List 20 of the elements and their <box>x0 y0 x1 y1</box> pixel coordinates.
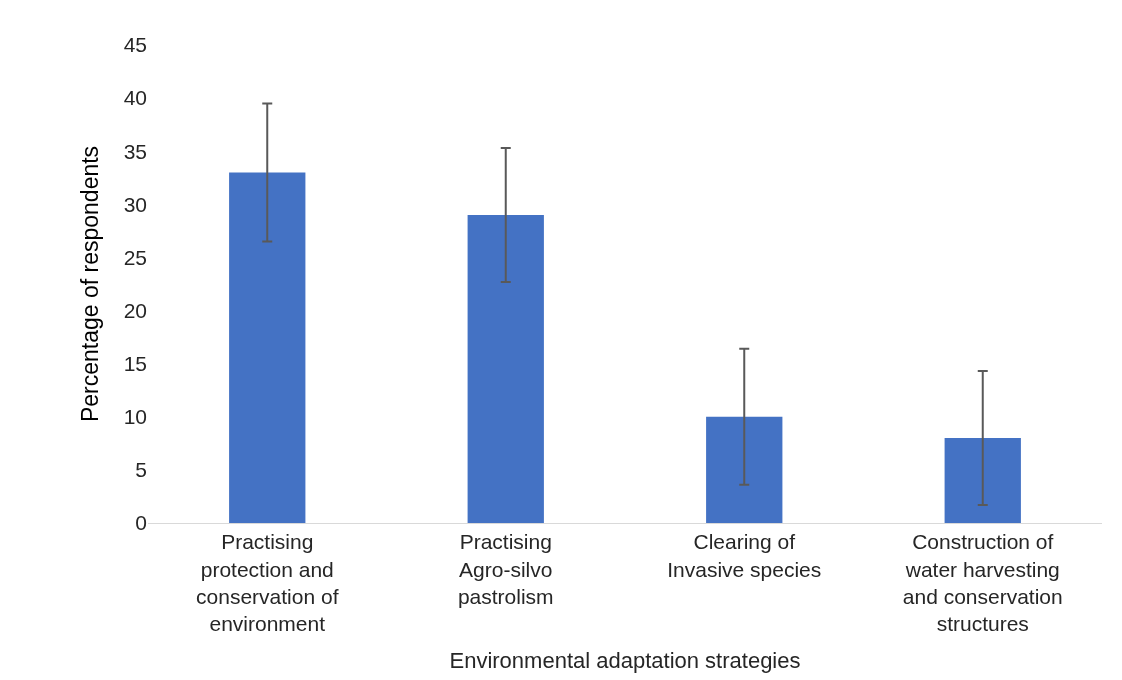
y-tick-label: 35 <box>123 139 147 163</box>
bar <box>229 172 306 523</box>
y-tick-label: 45 <box>123 33 147 57</box>
x-tick-label: Practising protection and conservation of environment <box>196 530 339 636</box>
y-tick-label: 0 <box>135 511 147 535</box>
x-tick-label: Practising Agro-silvo pastrolism <box>457 530 554 608</box>
y-axis-title: Percentage of respondents <box>77 145 104 423</box>
bar <box>706 416 783 523</box>
y-tick-label: 5 <box>135 458 147 482</box>
x-axis-title: Environmental adaptation strategies <box>449 648 801 673</box>
bar <box>467 214 544 523</box>
y-tick-label: 30 <box>123 192 147 216</box>
bar <box>944 438 1021 523</box>
y-tick-label: 25 <box>123 245 147 269</box>
x-tick-label: Construction of water harvesting and conservation structures <box>902 530 1063 636</box>
y-tick-label: 15 <box>123 352 147 376</box>
x-tick-label: Clearing of Invasive species <box>667 530 822 581</box>
y-tick-label: 40 <box>123 86 147 110</box>
y-tick-label: 10 <box>123 405 147 429</box>
y-tick-label: 20 <box>123 298 147 322</box>
